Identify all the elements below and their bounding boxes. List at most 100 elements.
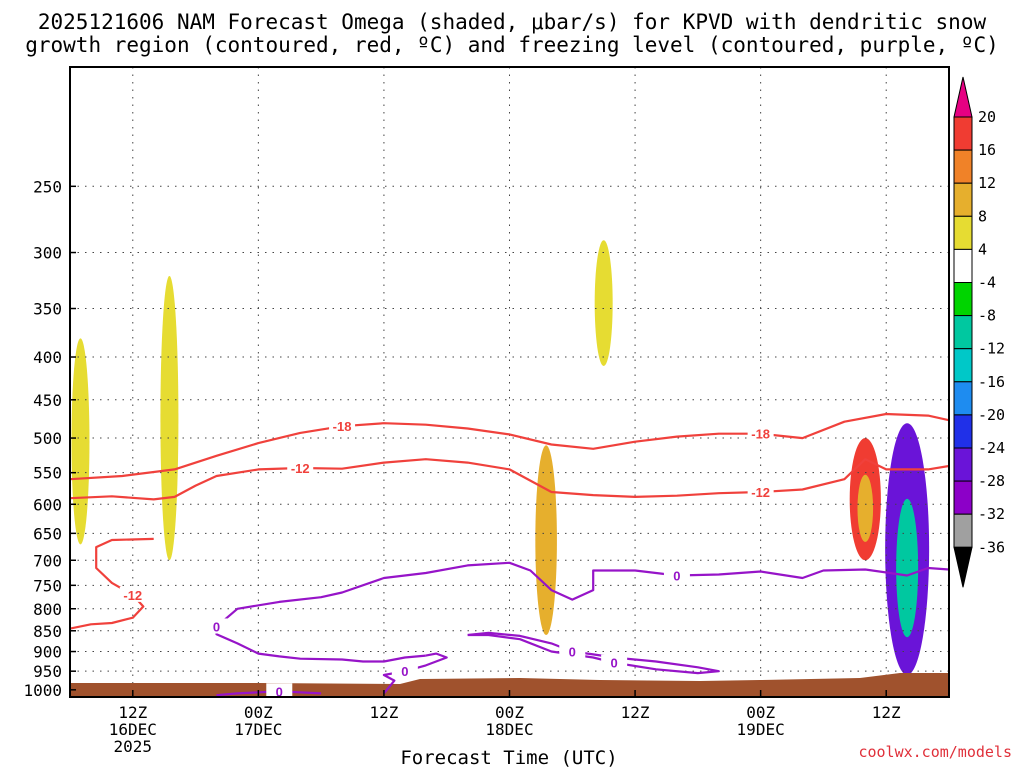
colorbar-box--28--24 [953, 447, 973, 482]
red-contour-0 [70, 412, 949, 481]
x-tick-label-42-1: 18DEC [485, 720, 533, 739]
colorbar: 20 16 12 8 4 -4 -8 -12 -16 -20 -24 -28 -32 -36 [953, 76, 1005, 588]
x-tick-label-66-0: 00Z [746, 703, 775, 722]
red-label-2-0: -12 [123, 588, 142, 603]
red-label-bg-2-0 [119, 586, 146, 602]
omega-region-core-6 [857, 474, 874, 542]
x-tick-label-6-2: 2025 [114, 737, 153, 756]
y-tick-label-750: 750 [33, 576, 62, 595]
chart-title-line1: 2025121606 NAM Forecast Omega (shaded, μ… [38, 10, 987, 34]
x-tick-label-42-0: 00Z [495, 703, 524, 722]
purple-contour-3 [215, 561, 949, 663]
y-tick-label-600: 600 [33, 495, 62, 514]
y-tick-label-900: 900 [33, 643, 62, 662]
purple-label-bg-3-1 [663, 567, 690, 583]
colorbar-label--16: -16 [978, 373, 1005, 391]
y-tick-label-800: 800 [33, 600, 62, 619]
omega-region-core-8 [896, 498, 919, 638]
colorbar-box--16--12 [953, 348, 973, 383]
contour-label-layer: -18 -18 -12 -12 -12 0 0 0 0 0 0 [119, 418, 774, 699]
red-contour-1 [70, 458, 949, 501]
y-tick-label-350: 350 [33, 300, 62, 319]
credit-text: coolwx.com/models [858, 743, 1012, 761]
x-tick-label-6-1: 16DEC [109, 720, 157, 739]
colorbar-box--4-4 [953, 248, 973, 283]
colorbar-label--4: -4 [978, 274, 996, 292]
y-tick-label-450: 450 [33, 391, 62, 410]
colorbar-box--20--16 [953, 381, 973, 416]
omega-region-3 [535, 445, 557, 636]
x-tick-label-6-0: 12Z [118, 703, 147, 722]
y-tick-label-1000: 1000 [23, 681, 62, 700]
colorbar-label--12: -12 [978, 340, 1005, 358]
y-tick-label-650: 650 [33, 524, 62, 543]
x-tick-label-66-1: 19DEC [737, 720, 785, 739]
red-label-0-0: -18 [333, 419, 352, 434]
x-tick-label-54-0: 12Z [621, 703, 650, 722]
y-tick-label-550: 550 [33, 464, 62, 483]
purple-label-3-1: 0 [673, 569, 680, 584]
chart-title-line2: growth region (contoured, red, ºC) and f… [25, 33, 999, 57]
colorbar-label--28: -28 [978, 472, 1005, 490]
colorbar-label-20: 20 [978, 108, 996, 126]
colorbar-box-4-8 [953, 215, 973, 250]
omega-region-1 [160, 275, 179, 561]
colorbar-label-4: 4 [978, 240, 987, 258]
purple-label-bg-1-0 [601, 654, 628, 670]
purple-label-1-1: 0 [569, 645, 576, 660]
y-tick-label-850: 850 [33, 622, 62, 641]
colorbar-box--12--8 [953, 315, 973, 350]
red-label-0-1: -18 [751, 427, 770, 442]
red-label-bg-1-1 [747, 483, 774, 499]
red-label-bg-1-0 [287, 460, 314, 476]
x-tick-label-78-0: 12Z [872, 703, 901, 722]
colorbar-box--32--28 [953, 480, 973, 515]
colorbar-label-12: 12 [978, 174, 996, 192]
purple-label-0-0: 0 [276, 684, 283, 699]
grid-layer [70, 67, 949, 697]
colorbar-label--36: -36 [978, 538, 1005, 556]
purple-contour-1 [467, 631, 720, 675]
x-tick-label-30-0: 12Z [369, 703, 398, 722]
colorbar-label--32: -32 [978, 505, 1005, 523]
omega-region-2 [594, 240, 613, 366]
y-tick-label-700: 700 [33, 551, 62, 570]
colorbar-label--24: -24 [978, 439, 1005, 457]
omega-region-5 [526, 383, 545, 442]
colorbar-bottom-arrow [953, 546, 973, 588]
red-label-1-1: -12 [751, 485, 770, 500]
x-tick-label-18-1: 17DEC [234, 720, 282, 739]
purple-label-bg-2-0 [391, 663, 418, 679]
purple-label-bg-3-0 [203, 618, 230, 634]
omega-region-4 [490, 533, 509, 605]
colorbar-box--24--20 [953, 414, 973, 449]
red-label-bg-0-0 [329, 418, 356, 434]
x-tick-label-18-0: 00Z [244, 703, 273, 722]
x-axis-title: Forecast Time (UTC) [400, 747, 617, 768]
colorbar-top-arrow [953, 76, 973, 118]
colorbar-label-16: 16 [978, 141, 996, 159]
y-axis: 250 300 350 400 450 500 550 600 650 700 750 800 850 9… [23, 177, 76, 700]
red-label-1-0: -12 [291, 461, 310, 476]
red-label-bg-0-1 [747, 425, 774, 441]
purple-label-1-0: 0 [611, 656, 618, 671]
colorbar-label-8: 8 [978, 207, 987, 225]
y-tick-label-250: 250 [33, 177, 62, 196]
colorbar-box--8--4 [953, 282, 973, 317]
colorbar-box--36--32 [953, 513, 973, 548]
omega-region-0 [71, 338, 90, 545]
purple-label-3-0: 0 [213, 619, 220, 634]
colorbar-box-12-16 [953, 149, 973, 184]
purple-label-bg-0-0 [266, 683, 293, 699]
y-tick-label-300: 300 [33, 244, 62, 263]
y-tick-label-500: 500 [33, 429, 62, 448]
colorbar-label--8: -8 [978, 307, 996, 325]
purple-label-bg-1-1 [559, 643, 586, 659]
colorbar-box-8-12 [953, 182, 973, 217]
contour-layer [70, 412, 949, 697]
y-tick-label-950: 950 [33, 662, 62, 681]
y-tick-label-400: 400 [33, 348, 62, 367]
colorbar-label--20: -20 [978, 406, 1005, 424]
